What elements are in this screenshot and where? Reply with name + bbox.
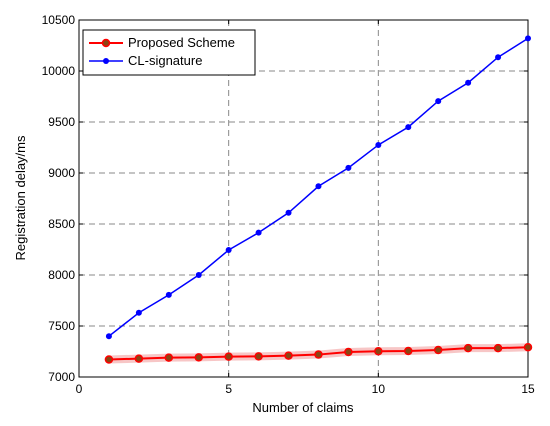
data-point xyxy=(195,272,202,278)
data-point xyxy=(525,35,531,42)
data-point xyxy=(374,347,383,356)
data-point xyxy=(135,309,142,316)
y-tick-label: 9000 xyxy=(48,166,75,180)
series-proposed-scheme xyxy=(104,342,533,364)
y-tick-label: 10000 xyxy=(42,64,76,78)
ticks: 0 5 10 15 7000 7500 8000 8500 9000 9500 10000 10500 xyxy=(42,13,535,396)
x-tick-label: 5 xyxy=(225,382,232,396)
data-point xyxy=(375,141,382,148)
data-point xyxy=(285,209,292,216)
data-point xyxy=(225,247,232,254)
series-cl-signature xyxy=(105,35,531,340)
data-point xyxy=(284,351,293,360)
y-tick-label: 7500 xyxy=(48,319,75,333)
data-point xyxy=(315,183,322,190)
legend-label-cl: CL-signature xyxy=(128,53,202,68)
x-tick-label: 10 xyxy=(372,382,386,396)
y-tick-label: 9500 xyxy=(48,115,75,129)
legend: Proposed Scheme CL-signature xyxy=(82,29,256,76)
x-tick-label: 0 xyxy=(76,382,83,396)
data-point xyxy=(465,79,472,86)
data-point xyxy=(463,343,473,353)
data-point xyxy=(435,98,442,105)
y-tick-label: 7000 xyxy=(48,370,75,384)
data-point xyxy=(493,343,503,353)
data-point xyxy=(344,347,353,357)
legend-box xyxy=(82,29,256,76)
data-point xyxy=(523,342,533,352)
y-tick-label: 8000 xyxy=(48,268,75,282)
plot-area xyxy=(78,19,529,378)
data-point xyxy=(404,346,413,356)
series-group xyxy=(104,35,533,364)
data-point xyxy=(134,354,144,363)
data-point xyxy=(105,333,112,340)
x-axis-label: Number of claims xyxy=(252,400,354,415)
data-point xyxy=(495,54,502,61)
data-point xyxy=(194,353,203,362)
legend-marker-cl xyxy=(103,58,109,64)
data-point xyxy=(164,353,174,362)
legend-label-proposed: Proposed Scheme xyxy=(128,35,235,50)
y-tick-label: 10500 xyxy=(42,13,76,27)
legend-marker-proposed xyxy=(101,38,111,48)
data-point xyxy=(254,352,263,361)
y-axis-label: Registration delay/ms xyxy=(13,135,28,260)
data-point xyxy=(104,355,114,364)
data-point xyxy=(255,229,262,236)
x-tick-label: 15 xyxy=(521,382,535,396)
data-point xyxy=(405,124,412,131)
data-point xyxy=(433,345,443,355)
data-point xyxy=(165,291,172,298)
data-point xyxy=(314,350,323,359)
y-tick-label: 8500 xyxy=(48,217,75,231)
data-point xyxy=(224,352,233,361)
data-point xyxy=(345,164,352,171)
